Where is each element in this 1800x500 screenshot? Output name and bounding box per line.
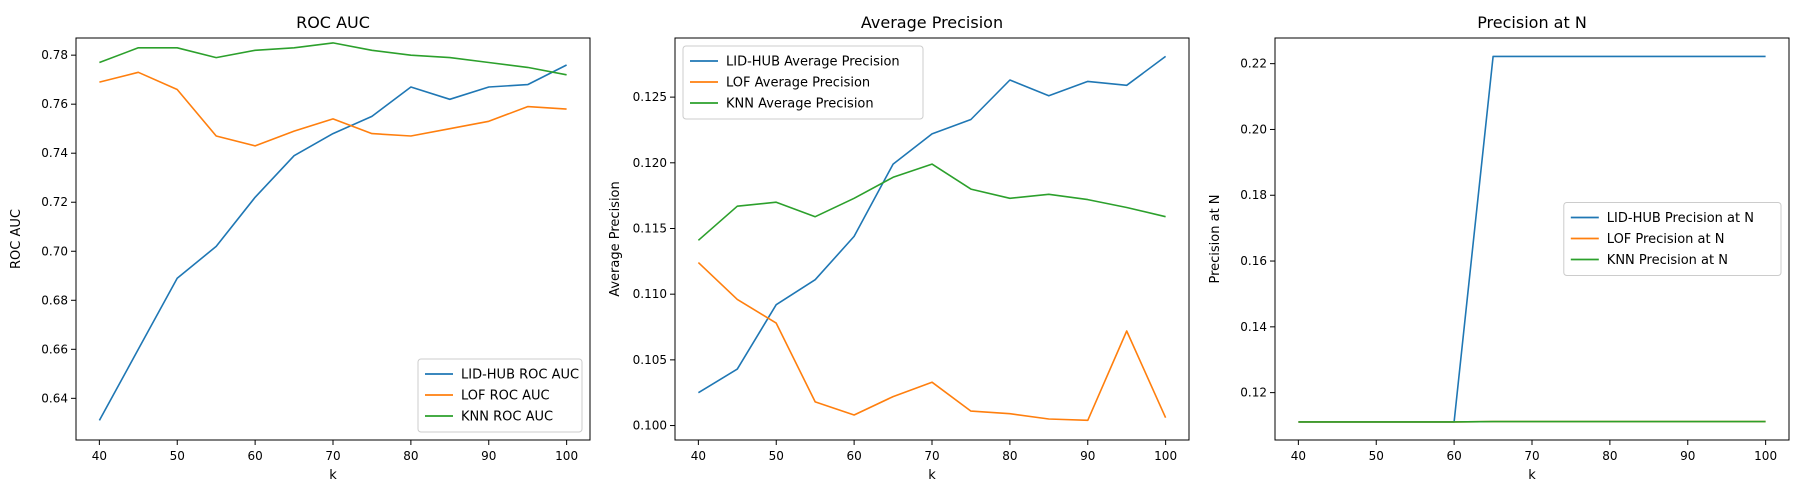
y-tick-label: 0.100	[633, 419, 667, 433]
plot-frame	[674, 37, 1190, 441]
y-tick-label: 0.120	[633, 156, 667, 170]
legend: LID-HUB ROC AUC LOF ROC AUC KNN ROC AUC	[417, 358, 583, 433]
x-tick-label: 60	[1446, 449, 1461, 463]
x-tick-label: 40	[92, 449, 107, 463]
legend-label: LID-HUB Average Precision	[726, 55, 900, 70]
x-tick-label: 80	[403, 449, 418, 463]
y-tick-label: 0.16	[1240, 254, 1267, 268]
plot-frame	[75, 37, 591, 441]
legend-label: LOF Average Precision	[726, 76, 870, 91]
x-tick-label: 80	[1602, 449, 1617, 463]
y-tick-label: 0.110	[633, 287, 667, 301]
legend-label: LID-HUB ROC AUC	[461, 368, 579, 383]
x-tick-label: 40	[691, 449, 706, 463]
y-tick-label: 0.105	[633, 353, 667, 367]
y-tick-label: 0.12	[1240, 386, 1267, 400]
plot-frame	[1274, 37, 1790, 441]
legend: LID-HUB Precision at N LOF Precision at N…	[1563, 202, 1782, 276]
x-tick-label: 70	[1524, 449, 1539, 463]
x-tick-label: 90	[1080, 449, 1095, 463]
chart-title: Average Precision	[861, 13, 1003, 32]
series-line-1	[697, 55, 1167, 394]
x-tick-label: 80	[1002, 449, 1017, 463]
x-tick-label: 70	[325, 449, 340, 463]
x-tick-label: 60	[846, 449, 861, 463]
x-tick-label: 50	[170, 449, 185, 463]
y-tick-label: 0.64	[41, 391, 68, 405]
legend-label: KNN Precision at N	[1607, 253, 1728, 268]
legend-label: LOF Precision at N	[1607, 232, 1725, 247]
series-line-2	[99, 71, 567, 147]
y-tick-label: 0.66	[41, 342, 68, 356]
x-tick-label: 100	[1754, 449, 1777, 463]
y-tick-label: 0.18	[1240, 188, 1267, 202]
x-tick-label: 100	[555, 449, 578, 463]
series-line-1	[98, 64, 567, 421]
series-line-2	[697, 262, 1167, 422]
y-axis-label: Average Precision	[608, 181, 623, 297]
x-tick-label: 40	[1291, 449, 1306, 463]
legend-frame	[682, 45, 924, 120]
chart-panel-3: Precision at N 40 50 60 70 80 90 100 0.12 0.14 0.1…	[1208, 13, 1790, 483]
y-tick-label: 0.14	[1240, 320, 1267, 334]
chart-panel-1: ROC AUC 40 50 60 70 80 90 100 0.64 0.66 0.68 0.70 0.…	[9, 13, 591, 483]
legend-frame	[417, 358, 583, 433]
series-line-3	[99, 42, 567, 76]
x-axis-label: k	[928, 468, 936, 483]
legend-label: KNN Average Precision	[726, 97, 874, 112]
series-line-3	[697, 163, 1166, 241]
x-axis-label: k	[329, 468, 337, 483]
y-tick-label: 0.68	[41, 293, 68, 307]
x-tick-label: 100	[1154, 449, 1177, 463]
legend-label: KNN ROC AUC	[461, 410, 553, 425]
x-tick-label: 50	[769, 449, 784, 463]
x-tick-label: 70	[924, 449, 939, 463]
chart-title: Precision at N	[1477, 13, 1587, 32]
y-axis-label: Precision at N	[1208, 194, 1223, 283]
legend-frame	[1563, 202, 1782, 276]
y-tick-label: 0.78	[41, 48, 68, 62]
y-axis-label: ROC AUC	[9, 209, 24, 269]
x-tick-label: 90	[1680, 449, 1695, 463]
legend-label: LID-HUB Precision at N	[1607, 211, 1754, 226]
legend-label: LOF ROC AUC	[461, 389, 550, 404]
x-tick-label: 60	[247, 449, 262, 463]
chart-panel-2: Average Precision 40 50 60 70 80 90 100 0.100 0.1…	[608, 13, 1190, 483]
legend: LID-HUB Average Precision LOF Average Pre…	[682, 45, 924, 120]
y-tick-label: 0.22	[1240, 57, 1267, 71]
y-tick-label: 0.125	[633, 90, 667, 104]
x-axis-label: k	[1528, 468, 1536, 483]
x-tick-label: 90	[481, 449, 496, 463]
y-tick-label: 0.74	[41, 146, 68, 160]
y-tick-label: 0.20	[1240, 122, 1267, 136]
y-tick-label: 0.115	[633, 221, 667, 235]
y-tick-label: 0.70	[41, 244, 68, 258]
x-tick-label: 50	[1369, 449, 1384, 463]
chart-title: ROC AUC	[296, 13, 370, 32]
y-tick-label: 0.76	[41, 97, 68, 111]
y-tick-label: 0.72	[41, 195, 68, 209]
